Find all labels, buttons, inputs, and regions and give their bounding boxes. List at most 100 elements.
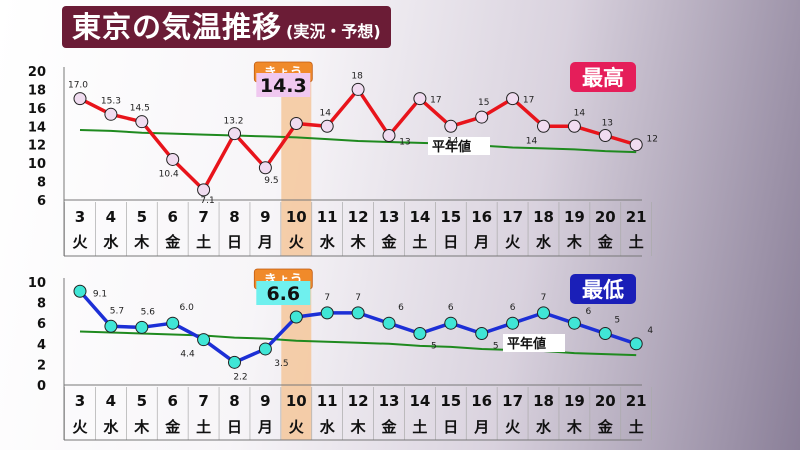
- data-point: [258, 161, 272, 175]
- day-label: 9: [260, 208, 270, 226]
- chart-badge-label: 最高: [582, 66, 624, 90]
- weekday-label: 火: [289, 233, 305, 251]
- data-point: [104, 107, 118, 121]
- min-temp-chart: 10864203 4 5 6 7 8 9 10 11 12 13 14 15 16 17 18 19 20 21火水…: [28, 268, 653, 441]
- y-tick-label: 0: [37, 379, 46, 394]
- normal-temperature-line: [79, 128, 637, 154]
- y-tick-label: 6: [37, 194, 46, 209]
- data-point: [413, 92, 427, 106]
- data-label: 13: [399, 138, 410, 148]
- weekday-label: 火: [72, 233, 88, 251]
- data-label: 17: [523, 96, 534, 106]
- day-label: 21: [626, 208, 647, 226]
- weekday-label: 水: [536, 418, 552, 436]
- day-label: 13: [379, 392, 400, 410]
- data-point: [351, 306, 365, 320]
- data-point: [197, 183, 211, 197]
- weekday-label: 土: [629, 418, 644, 436]
- weekday-label: 火: [505, 418, 521, 436]
- weekday-label: 金: [380, 233, 397, 251]
- day-label: 14: [409, 392, 430, 410]
- data-point: [135, 320, 149, 334]
- weekday-label: 金: [380, 418, 397, 436]
- data-point: [537, 119, 550, 133]
- weekday-label: 月: [473, 233, 489, 251]
- y-tick-label: 18: [28, 83, 46, 98]
- weekday-label: 火: [72, 418, 88, 436]
- weekday-label: 月: [257, 418, 273, 436]
- data-point: [598, 129, 612, 142]
- data-point: [506, 92, 520, 106]
- weekday-label: 土: [196, 233, 211, 251]
- normal-label-bg: [428, 137, 490, 155]
- day-label: 20: [595, 208, 616, 226]
- data-point: [73, 92, 87, 106]
- today-value-bg: [256, 281, 311, 305]
- day-label: 11: [317, 392, 338, 410]
- today-column-highlight: [281, 69, 312, 256]
- normal-temperature-label: 平年値: [432, 139, 471, 155]
- data-point: [351, 82, 365, 96]
- data-point: [289, 117, 303, 131]
- y-tick-label: 8: [37, 297, 46, 312]
- data-label: 2.2: [233, 372, 247, 382]
- weekday-label: 木: [350, 233, 367, 251]
- max-temp-chart: 20 18 16 14 12 10 8 6 3 4 5 6 7 8 9 10 11 12 13 14 15 16 17 18 1…: [28, 61, 658, 257]
- data-label: 18: [351, 71, 363, 81]
- normal-label-bg: [503, 334, 565, 352]
- data-label: 17.0: [68, 81, 88, 91]
- weekday-label: 木: [566, 233, 583, 251]
- weekday-label: 水: [103, 418, 119, 436]
- weekday-label: 火: [289, 418, 305, 436]
- weekday-label: 日: [443, 233, 458, 251]
- data-point: [228, 355, 241, 369]
- data-point: [258, 342, 272, 356]
- data-label: 10.4: [159, 169, 179, 179]
- data-label: 14: [526, 136, 538, 146]
- day-label: 8: [229, 392, 239, 410]
- day-label: 17: [502, 392, 523, 410]
- day-label: 4: [106, 208, 116, 226]
- y-tick-label: 6: [37, 317, 46, 332]
- data-label: 9.5: [264, 176, 278, 186]
- y-tick-label: 10: [28, 157, 46, 172]
- day-label: 3: [75, 392, 85, 410]
- day-label: 16: [471, 392, 492, 410]
- data-label: 7: [541, 293, 547, 303]
- data-label: 14: [319, 108, 331, 118]
- weekday-label: 金: [164, 418, 181, 436]
- y-tick-label: 10: [28, 276, 46, 291]
- data-label: 17: [430, 96, 441, 106]
- today-value: 14.3: [260, 75, 307, 97]
- data-label: 13.2: [223, 117, 243, 127]
- day-label: 18: [533, 208, 554, 226]
- day-label: 9: [260, 392, 270, 410]
- data-label: 4: [647, 326, 653, 336]
- chart-badge: [570, 274, 636, 304]
- chart-badge: [570, 62, 636, 92]
- weekday-label: 木: [566, 418, 583, 436]
- data-label: 13: [602, 119, 613, 129]
- day-label: 7: [198, 208, 208, 226]
- data-point: [629, 138, 643, 152]
- weekday-label: 金: [597, 233, 614, 251]
- weekday-label: 水: [103, 233, 119, 251]
- data-point: [413, 327, 427, 340]
- weekday-label: 日: [227, 418, 242, 436]
- data-label: 6: [448, 303, 454, 313]
- day-label: 13: [379, 208, 400, 226]
- data-label: 7.1: [200, 196, 214, 206]
- today-column-highlight: [281, 280, 312, 440]
- data-label: 14.5: [130, 104, 150, 114]
- day-label: 20: [595, 392, 616, 410]
- day-label: 12: [348, 208, 369, 226]
- data-label: 7: [355, 293, 361, 303]
- weekday-label: 木: [133, 418, 150, 436]
- weekday-label: 水: [536, 233, 552, 251]
- data-point: [197, 333, 211, 347]
- data-point: [73, 284, 87, 298]
- data-label: 9.1: [93, 289, 107, 299]
- data-label: 5: [431, 342, 437, 352]
- data-point: [506, 316, 520, 330]
